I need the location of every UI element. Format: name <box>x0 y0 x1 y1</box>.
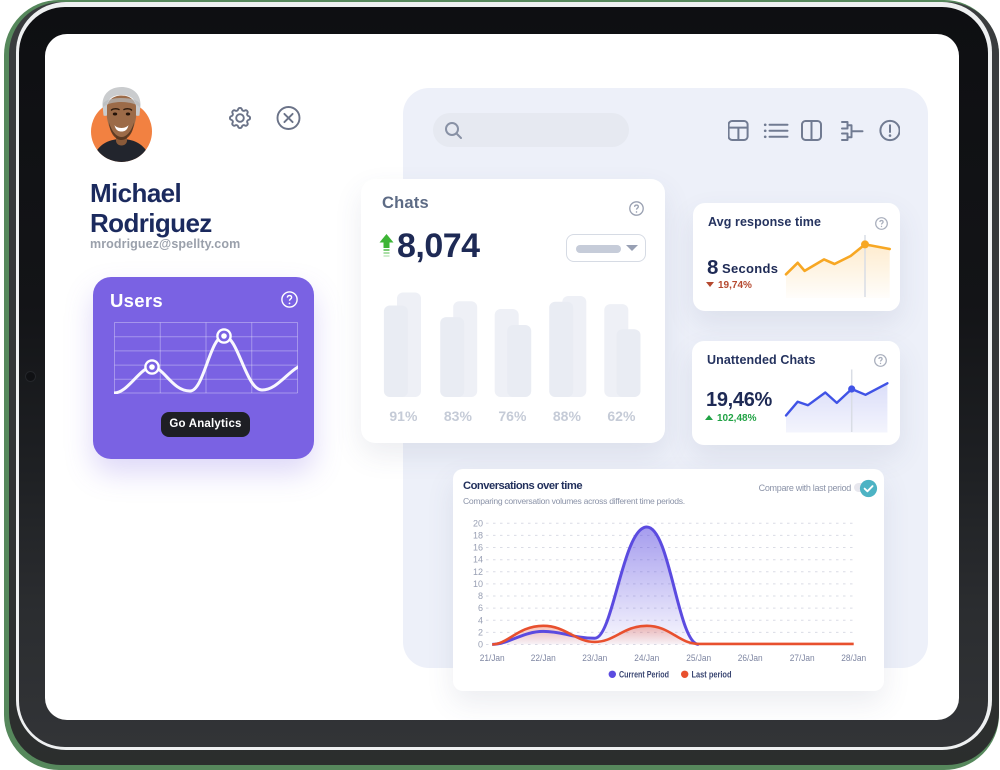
svg-text:8: 8 <box>478 591 483 601</box>
svg-text:20: 20 <box>473 518 483 528</box>
svg-text:4: 4 <box>478 615 483 625</box>
svg-text:12: 12 <box>473 567 483 577</box>
svg-text:6: 6 <box>478 603 483 613</box>
svg-text:24/Jan: 24/Jan <box>634 653 659 663</box>
svg-text:Current Period: Current Period <box>619 670 669 681</box>
svg-text:21/Jan: 21/Jan <box>480 653 505 663</box>
svg-text:16: 16 <box>473 543 483 553</box>
svg-text:14: 14 <box>473 555 483 565</box>
svg-text:25/Jan: 25/Jan <box>686 653 711 663</box>
svg-text:2: 2 <box>478 627 483 637</box>
svg-text:Last period: Last period <box>692 670 732 681</box>
svg-text:23/Jan: 23/Jan <box>582 653 607 663</box>
svg-text:27/Jan: 27/Jan <box>790 653 815 663</box>
svg-text:22/Jan: 22/Jan <box>531 653 556 663</box>
svg-text:28/Jan: 28/Jan <box>841 653 866 663</box>
svg-text:10: 10 <box>473 579 483 589</box>
svg-text:18: 18 <box>473 531 483 541</box>
svg-text:26/Jan: 26/Jan <box>738 653 763 663</box>
svg-text:0: 0 <box>478 640 483 650</box>
